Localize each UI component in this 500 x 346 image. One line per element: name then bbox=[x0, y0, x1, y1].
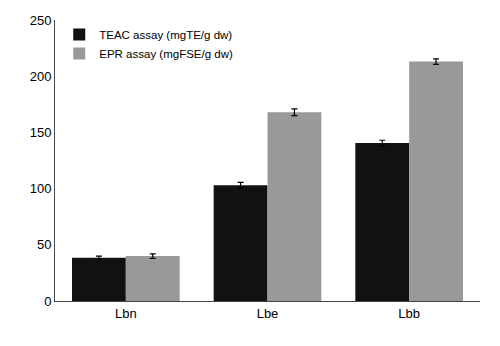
svg-text:Lbb: Lbb bbox=[398, 306, 420, 321]
svg-text:Lbn: Lbn bbox=[115, 306, 137, 321]
svg-text:250: 250 bbox=[30, 13, 52, 28]
svg-text:Lbe: Lbe bbox=[257, 306, 279, 321]
svg-text:TEAC assay (mgTE/g dw): TEAC assay (mgTE/g dw) bbox=[99, 29, 232, 41]
svg-text:0: 0 bbox=[44, 294, 51, 309]
svg-text:100: 100 bbox=[30, 181, 52, 196]
svg-text:50: 50 bbox=[37, 237, 51, 252]
svg-text:150: 150 bbox=[30, 125, 52, 140]
svg-text:200: 200 bbox=[30, 69, 52, 84]
svg-text:EPR assay (mgFSE/g dw): EPR assay (mgFSE/g dw) bbox=[99, 48, 233, 60]
